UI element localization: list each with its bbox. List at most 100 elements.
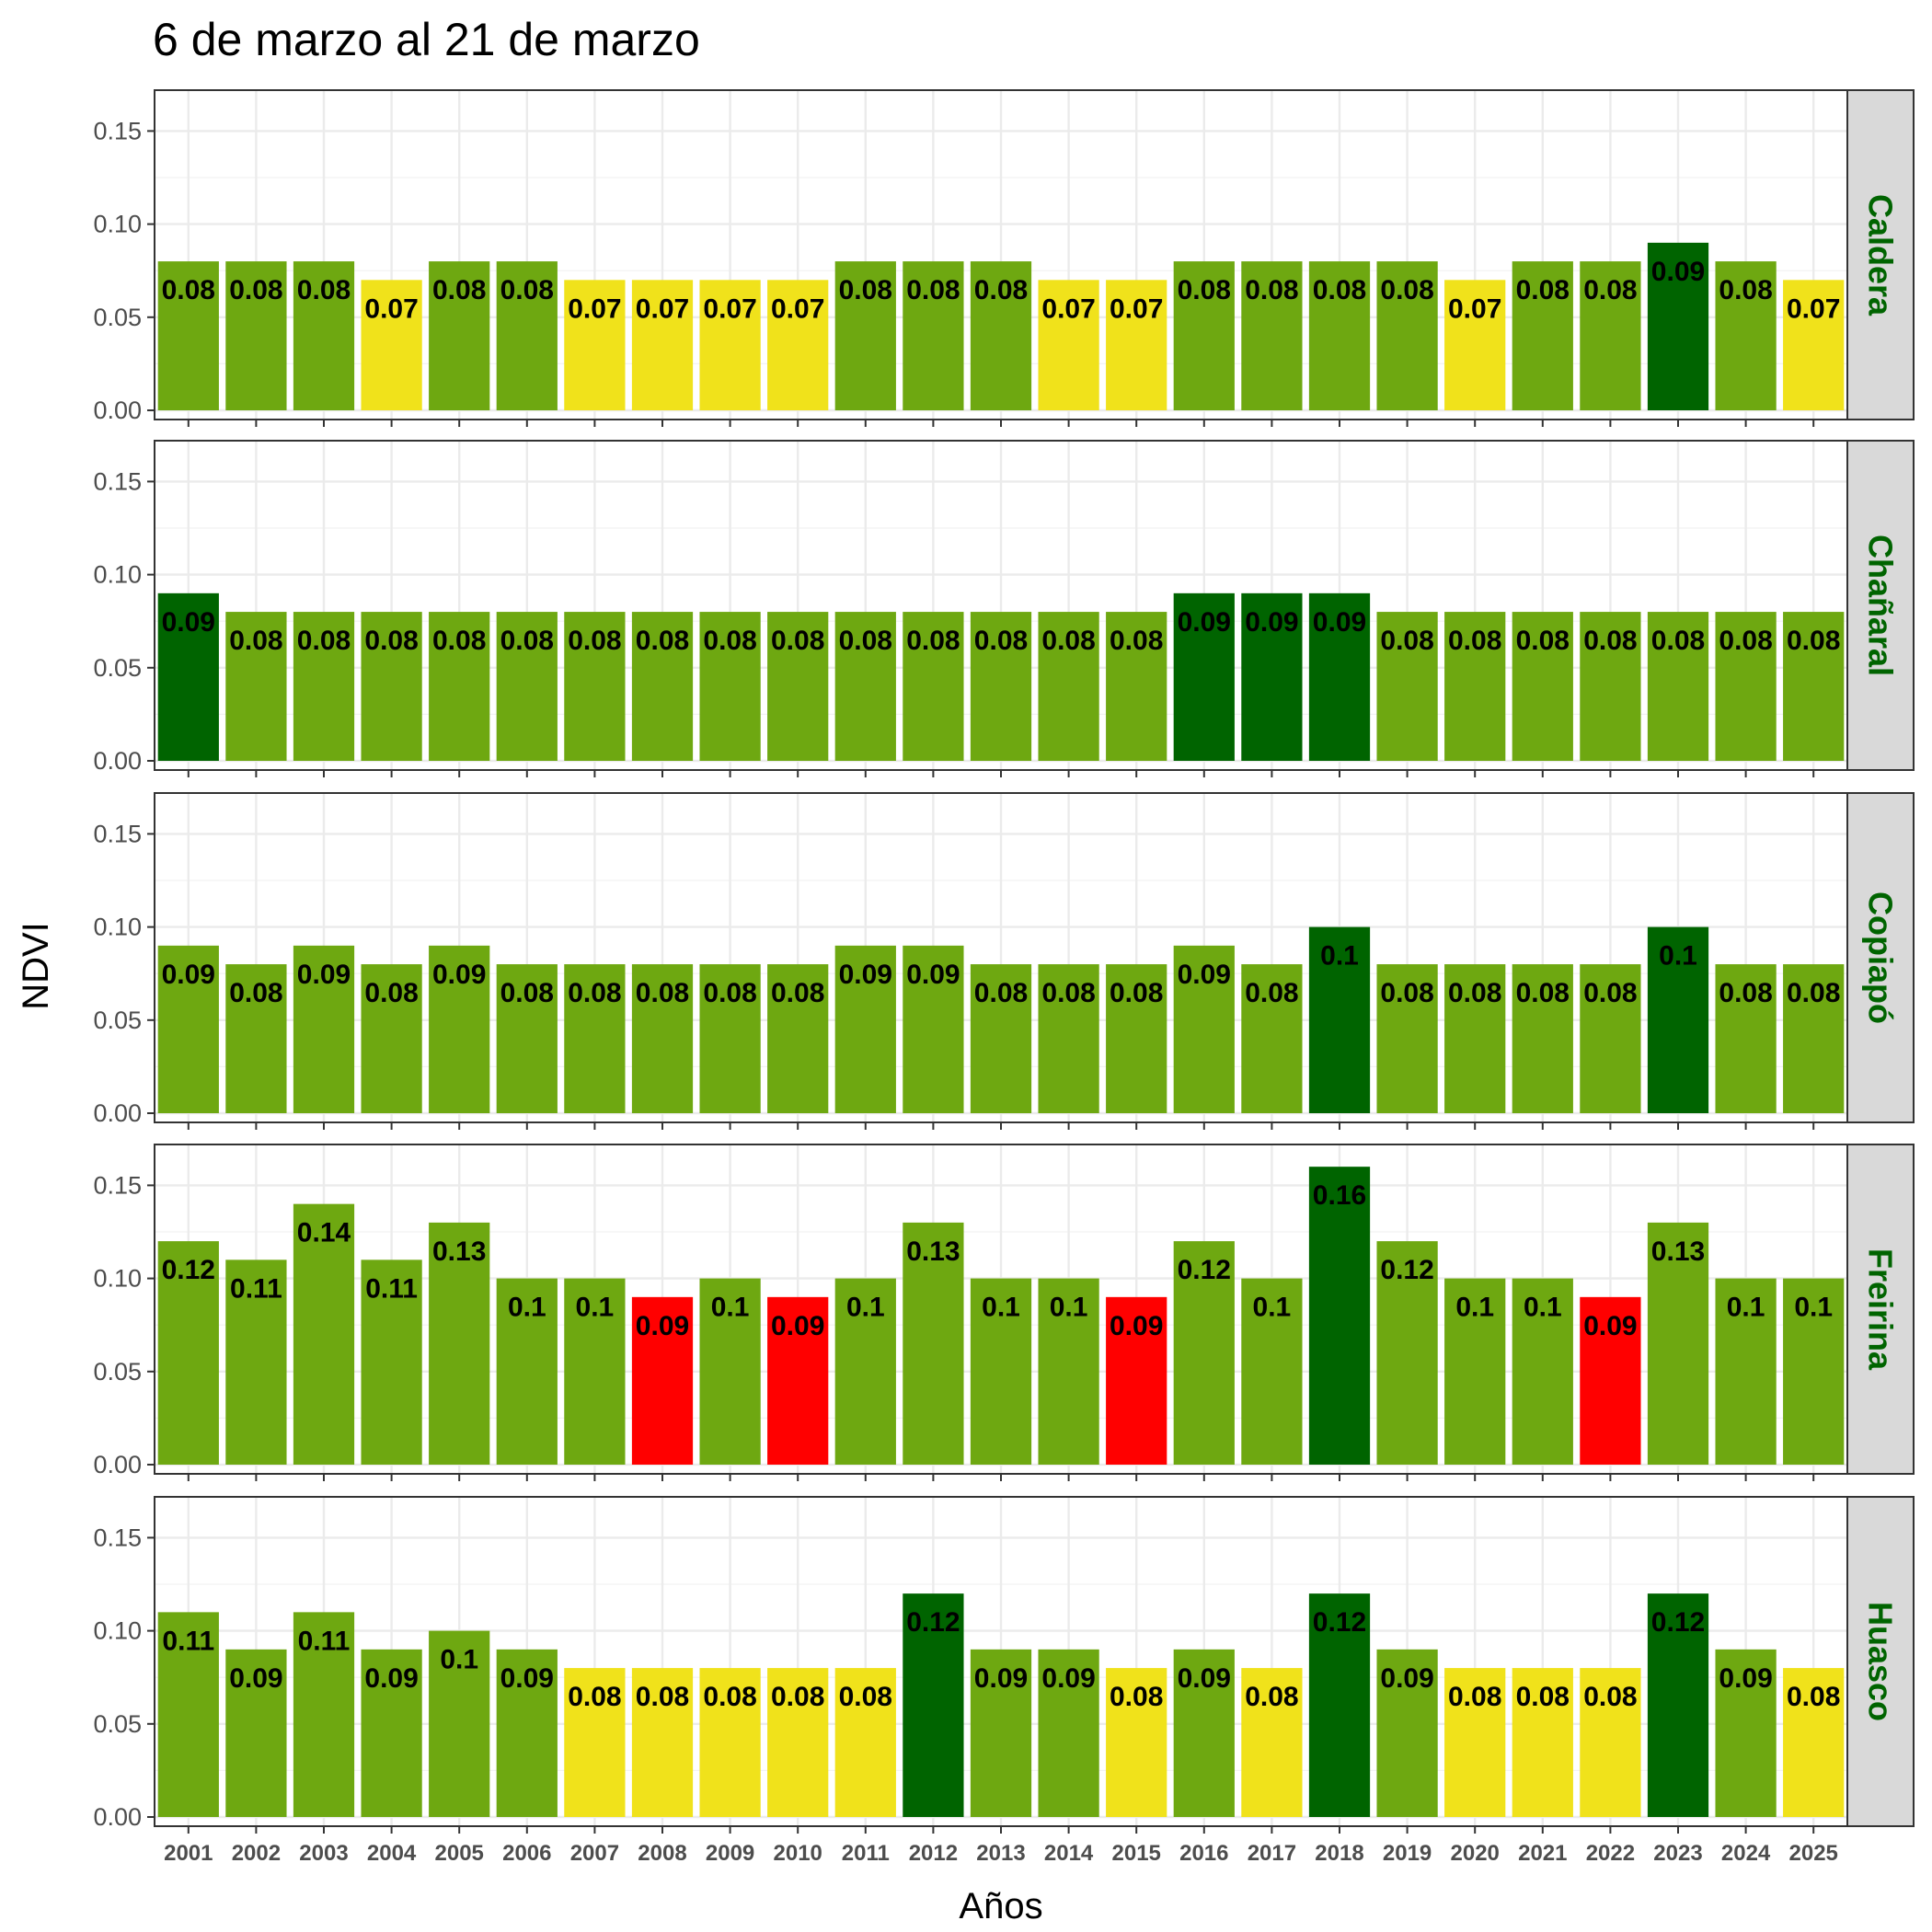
x-tick-label: 2020 [1451, 1841, 1500, 1866]
bar [1038, 1649, 1099, 1817]
bar [699, 1668, 761, 1817]
bar [1715, 612, 1777, 761]
bar [1715, 261, 1777, 410]
facet-strip-label: Huasco [1862, 1602, 1900, 1721]
bar [1783, 1278, 1845, 1465]
bar-label: 0.08 [1245, 1682, 1298, 1712]
bar [429, 612, 490, 761]
bar-label: 0.09 [1178, 607, 1231, 638]
bar-label: 0.09 [1719, 1663, 1772, 1694]
bar [1647, 612, 1709, 761]
bar-label: 0.08 [1110, 626, 1163, 656]
bar-label: 0.08 [1583, 626, 1637, 656]
bar-label: 0.08 [1245, 978, 1298, 1008]
bar [1580, 261, 1641, 410]
bar-label: 0.08 [1380, 626, 1433, 656]
bar [1173, 1241, 1235, 1465]
bar [834, 1278, 896, 1465]
bar-label: 0.08 [1448, 1682, 1501, 1712]
y-tick-label: 0.10 [93, 914, 142, 941]
bar-label: 0.09 [297, 960, 351, 990]
bar [699, 1278, 761, 1465]
bar-label: 0.11 [365, 1273, 418, 1304]
x-tick-label: 2004 [367, 1841, 417, 1866]
bar [157, 592, 219, 761]
bar [361, 280, 422, 410]
bar-label: 0.08 [1583, 978, 1637, 1008]
x-tick-label: 2009 [706, 1841, 754, 1866]
x-tick-label: 2021 [1518, 1841, 1567, 1866]
x-tick-label: 2017 [1248, 1841, 1296, 1866]
x-tick-label: 2018 [1315, 1841, 1363, 1866]
bar [496, 1649, 558, 1817]
bar-label: 0.08 [1787, 1682, 1840, 1712]
bar [767, 964, 829, 1113]
bar [361, 1649, 422, 1817]
bar [1376, 1649, 1438, 1817]
bar [1444, 1668, 1506, 1817]
bar-label: 0.08 [1041, 626, 1095, 656]
bar-label: 0.07 [1787, 293, 1840, 324]
bar [1512, 612, 1573, 761]
bar [1106, 1296, 1167, 1465]
bar [564, 612, 626, 761]
y-tick-label: 0.00 [93, 1099, 142, 1127]
bar-label: 0.08 [1516, 275, 1570, 305]
bar-label: 0.09 [1245, 607, 1298, 638]
bar-label: 0.08 [636, 626, 689, 656]
bar [361, 1259, 422, 1465]
bar [361, 612, 422, 761]
bar [631, 280, 694, 410]
bar-label: 0.13 [1651, 1236, 1705, 1267]
bar [834, 612, 896, 761]
bar-label: 0.08 [1787, 626, 1840, 656]
bar-label: 0.09 [974, 1663, 1028, 1694]
bar-label: 0.08 [162, 275, 215, 305]
facet-strip [1846, 89, 1915, 420]
bar [1783, 280, 1845, 410]
bar-label: 0.08 [839, 275, 892, 305]
bar [429, 1630, 490, 1817]
y-tick-label: 0.05 [93, 1006, 142, 1034]
bar-label: 0.08 [1719, 978, 1772, 1008]
bar [1715, 964, 1777, 1113]
bar-label: 0.08 [636, 978, 689, 1008]
bar-label: 0.08 [839, 626, 892, 656]
x-axis-title: Años [959, 1886, 1042, 1926]
facet-strip [1846, 1144, 1915, 1475]
x-tick-label: 2003 [299, 1841, 348, 1866]
bar [564, 964, 626, 1113]
y-tick-label: 0.05 [93, 304, 142, 331]
bar [225, 1259, 287, 1465]
bar [429, 945, 490, 1113]
bar [1715, 1649, 1777, 1817]
chart-title: 6 de marzo al 21 de marzo [153, 14, 700, 65]
x-tick-label: 2006 [502, 1841, 551, 1866]
bar [1173, 592, 1235, 761]
bar-label: 0.12 [1380, 1255, 1433, 1285]
bar [496, 964, 558, 1113]
bar [496, 261, 558, 410]
bar-label: 0.1 [846, 1293, 885, 1323]
bar-label: 0.1 [440, 1645, 478, 1675]
bar [1376, 612, 1438, 761]
bar [631, 1296, 694, 1465]
bar-label: 0.1 [1320, 941, 1359, 972]
bar [767, 1668, 829, 1817]
x-tick-label: 2008 [638, 1841, 686, 1866]
bar [1376, 1241, 1438, 1465]
bar [293, 261, 355, 410]
y-tick-label: 0.00 [93, 1803, 142, 1831]
x-tick-label: 2012 [909, 1841, 958, 1866]
y-tick-label: 0.00 [93, 1451, 142, 1478]
bar-label: 0.16 [1313, 1180, 1366, 1211]
bar [631, 964, 694, 1113]
bar-label: 0.09 [1583, 1311, 1637, 1341]
bar-label: 0.08 [568, 1682, 621, 1712]
bar-label: 0.08 [771, 978, 824, 1008]
bar-label: 0.07 [1110, 293, 1163, 324]
bar-label: 0.13 [432, 1236, 486, 1267]
bar [1241, 1668, 1303, 1817]
y-tick-label: 0.05 [93, 1358, 142, 1386]
y-tick-label: 0.15 [93, 820, 142, 847]
